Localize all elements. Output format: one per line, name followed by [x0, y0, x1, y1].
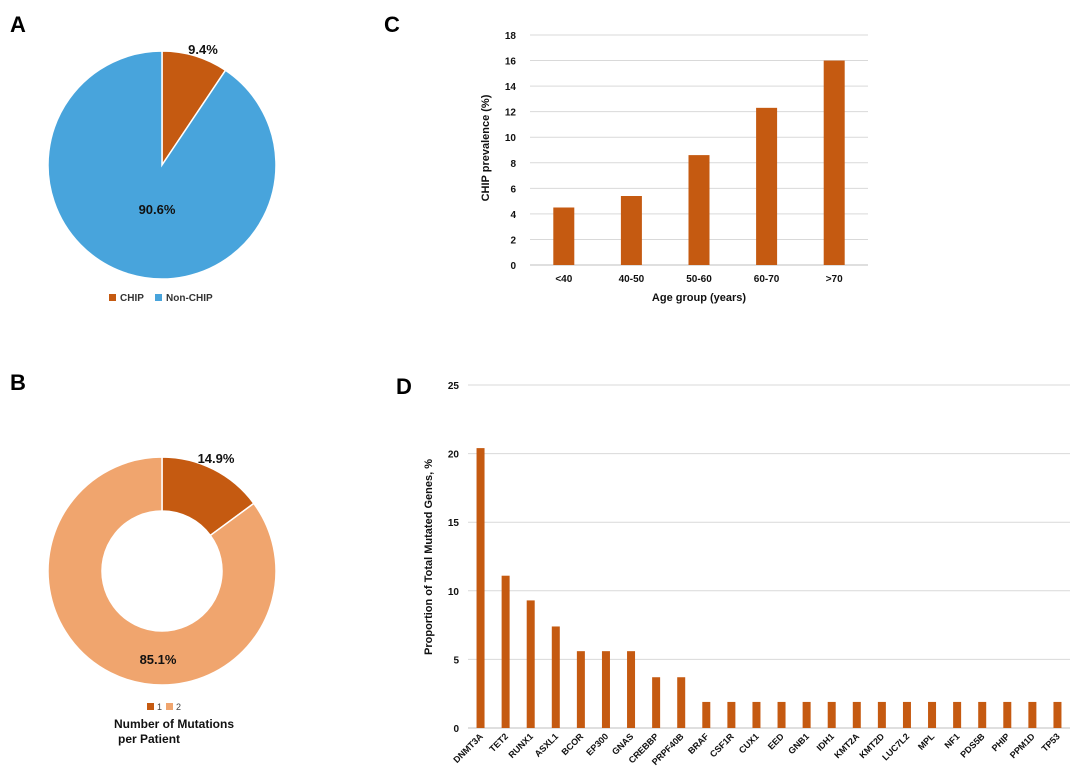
x-tick-label-mpl: MPL — [916, 731, 937, 752]
x-tick-label-bcor: BCOR — [559, 731, 585, 757]
x-tick-label-luc7l2: LUC7L2 — [880, 731, 911, 762]
bar-50-60 — [688, 155, 710, 265]
chart-a-chip-pie: 9.4% 90.6% CHIP Non-CHIP — [47, 42, 277, 304]
bar-prpf40b — [677, 677, 686, 728]
legend-swatch-chip — [109, 294, 116, 301]
y-tick-label-15: 15 — [448, 518, 460, 529]
x-tick-label-cux1: CUX1 — [737, 731, 761, 755]
y-tick-label-6: 6 — [510, 184, 516, 195]
y-tick-label-5: 5 — [453, 655, 459, 666]
bar-70 — [823, 60, 845, 265]
x-tick-label-idh1: IDH1 — [815, 731, 837, 753]
bar-nf1 — [953, 701, 962, 728]
x-tick-label-runx1: RUNX1 — [506, 731, 535, 760]
x-tick-label-60-70: 60-70 — [754, 274, 780, 285]
x-axis-label: Age group (years) — [652, 292, 746, 304]
bar-bcor — [576, 651, 585, 728]
bar-gnb1 — [802, 701, 811, 728]
donut-slice-2-mutation — [47, 456, 277, 686]
bar-dnmt3a — [476, 448, 485, 728]
chart-c-age-prevalence-bar: 0 2 4 6 8 10 12 14 16 18 <40 40-50 50-60 60-70 >70 CHIP… — [480, 31, 868, 304]
x-tick-label-dnmt3a: DNMT3A — [451, 731, 485, 765]
y-tick-label-0: 0 — [510, 261, 516, 272]
legend-label-chip: CHIP — [120, 293, 144, 304]
bar-phip — [1003, 701, 1012, 728]
pie-slice-non-chip — [47, 50, 277, 280]
x-tick-label-gnb1: GNB1 — [786, 731, 811, 756]
x-tick-label-kmt2a: KMT2A — [832, 731, 861, 760]
bar-runx1 — [526, 600, 535, 728]
data-label-chip: 9.4% — [188, 42, 218, 57]
data-label-two-mutations: 85.1% — [140, 652, 177, 667]
bar-40 — [553, 207, 575, 265]
legend-swatch-non-chip — [155, 294, 162, 301]
y-axis-label: CHIP prevalence (%) — [480, 94, 492, 201]
x-tick-label-50-60: 50-60 — [686, 274, 712, 285]
panel-letter-a: A — [10, 12, 26, 37]
x-tick-label-csf1r: CSF1R — [708, 731, 736, 759]
bar-cux1 — [752, 701, 761, 728]
panel-letter-c: C — [384, 12, 400, 37]
legend-title-line-2: per Patient — [118, 732, 180, 746]
x-tick-label-40: <40 — [555, 274, 572, 285]
y-tick-label-12: 12 — [505, 108, 517, 119]
y-tick-label-16: 16 — [505, 57, 517, 68]
bar-csf1r — [727, 701, 736, 728]
bar-asxl1 — [551, 626, 560, 728]
data-label-one-mutation: 14.9% — [198, 451, 235, 466]
y-axis-label: Proportion of Total Mutated Genes, % — [423, 459, 435, 655]
x-tick-label-tp53: TP53 — [1040, 731, 1062, 753]
panel-letter-b: B — [10, 370, 26, 395]
y-tick-label-4: 4 — [510, 210, 516, 221]
bar-kmt2a — [852, 701, 861, 728]
y-tick-label-25: 25 — [448, 381, 460, 392]
x-tick-label-asxl1: ASXL1 — [533, 731, 561, 759]
y-tick-label-10: 10 — [448, 587, 460, 598]
x-tick-label-ep300: EP300 — [584, 731, 610, 757]
legend-label-one: 1 — [157, 702, 162, 712]
bar-ep300 — [601, 651, 610, 728]
y-tick-label-0: 0 — [453, 724, 459, 735]
legend-swatch-two — [166, 703, 173, 710]
bar-kmt2d — [877, 701, 886, 728]
y-tick-label-20: 20 — [448, 450, 460, 461]
x-tick-label-ppm1d: PPM1D — [1008, 731, 1037, 760]
bar-tp53 — [1053, 701, 1062, 728]
y-tick-label-2: 2 — [510, 235, 516, 246]
x-tick-label-tet2: TET2 — [487, 731, 510, 754]
bar-crebbp — [652, 677, 661, 728]
x-tick-label-nf1: NF1 — [942, 731, 961, 750]
bar-60-70 — [756, 107, 778, 265]
bar-pds5b — [978, 701, 987, 728]
y-tick-label-14: 14 — [505, 82, 517, 93]
bar-gnas — [627, 651, 636, 728]
panel-letter-d: D — [396, 374, 412, 399]
y-tick-label-8: 8 — [510, 159, 516, 170]
bar-eed — [777, 701, 786, 728]
bar-luc7l2 — [902, 701, 911, 728]
data-label-non-chip: 90.6% — [139, 202, 176, 217]
legend-label-non-chip: Non-CHIP — [166, 293, 213, 304]
bar-braf — [702, 701, 711, 728]
x-tick-label-70: >70 — [826, 274, 843, 285]
x-tick-label-pds5b: PDS5B — [958, 731, 987, 760]
legend-title-line-1: Number of Mutations — [114, 717, 234, 731]
y-tick-label-10: 10 — [505, 133, 517, 144]
bar-mpl — [928, 701, 937, 728]
legend-swatch-one — [147, 703, 154, 710]
y-tick-label-18: 18 — [505, 31, 517, 42]
x-tick-label-eed: EED — [766, 731, 787, 752]
bar-tet2 — [501, 575, 510, 728]
x-tick-label-phip: PHIP — [990, 731, 1012, 753]
bar-idh1 — [827, 701, 836, 728]
bar-ppm1d — [1028, 701, 1037, 728]
bar-40-50 — [620, 196, 642, 265]
legend-label-two: 2 — [176, 702, 181, 712]
x-tick-label-40-50: 40-50 — [619, 274, 645, 285]
